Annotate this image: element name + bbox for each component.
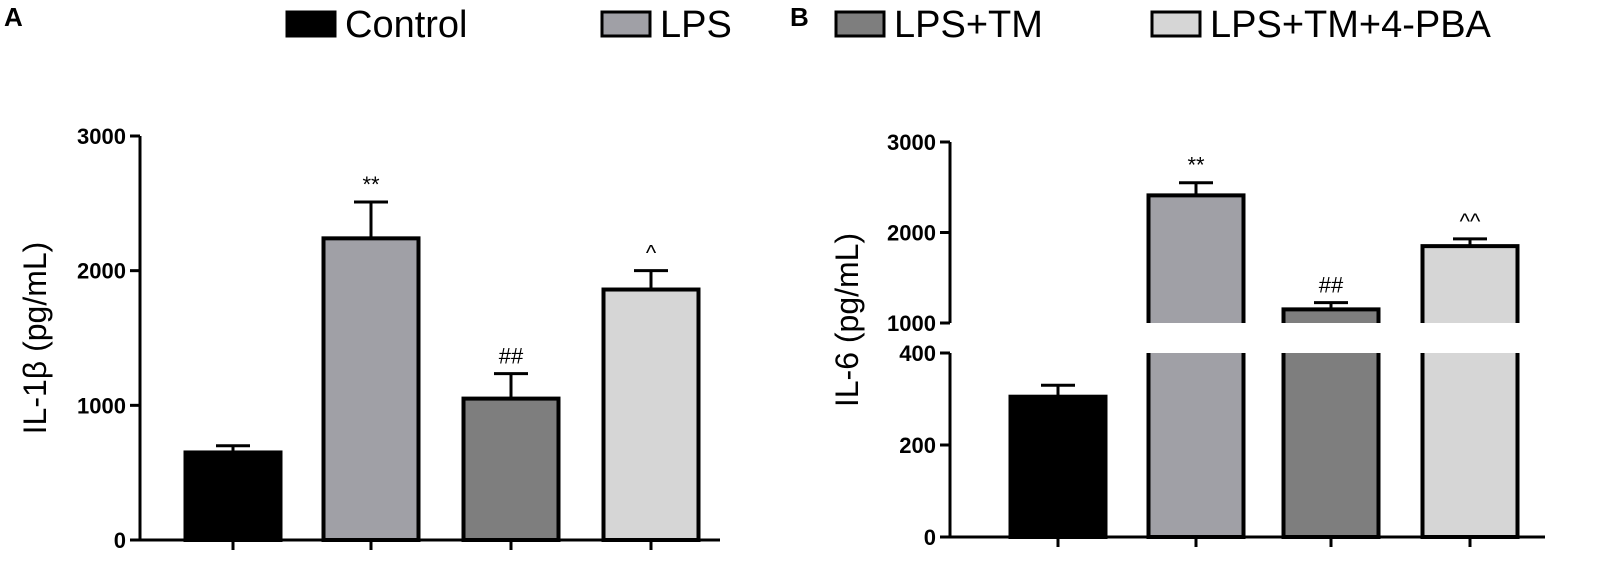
y-tick-label-a: 1000 xyxy=(77,393,126,418)
y-tick-label-b-lower: 0 xyxy=(924,525,936,550)
panel-b-letter: B xyxy=(790,2,809,32)
y-tick-label-b-upper: 1000 xyxy=(887,311,936,336)
panel-a-letter: A xyxy=(4,2,23,32)
bar-b-lower-1 xyxy=(1146,353,1246,539)
annotation-a-3: ^ xyxy=(646,241,657,266)
bar-b-upper-2 xyxy=(1281,307,1381,323)
legend-swatch-3 xyxy=(1150,10,1202,38)
y-tick-label-b-lower: 400 xyxy=(899,341,936,366)
bar-a-1 xyxy=(321,236,421,542)
panel-a-chart: 0 1000 2000 3000 IL-1β (pg/mL) ** ## ^ xyxy=(17,124,720,553)
bar-b-0 xyxy=(1008,394,1108,540)
legend-swatch-1 xyxy=(600,10,652,38)
panel-b-chart: 1000 2000 3000 0 200 400 IL-6 (pg/mL) ** ## ^^ xyxy=(829,130,1545,550)
y-axis-label-b: IL-6 (pg/mL) xyxy=(829,233,865,407)
bar-b-lower-2 xyxy=(1281,353,1381,539)
legend-swatch-0 xyxy=(285,10,337,38)
annotation-b-1: ** xyxy=(1187,153,1205,178)
bar-b-upper-3 xyxy=(1420,244,1520,323)
bar-a-2 xyxy=(461,396,561,542)
y-axis-label-a: IL-1β (pg/mL) xyxy=(17,242,53,435)
legend: Control LPS LPS+TM LPS+TM+4-PBA xyxy=(285,4,1492,46)
y-tick-label-b-upper: 3000 xyxy=(887,130,936,155)
y-tick-label-a: 3000 xyxy=(77,124,126,149)
bar-b-upper-1 xyxy=(1146,193,1246,323)
annotation-a-1: ** xyxy=(362,172,380,197)
annotation-b-3: ^^ xyxy=(1460,209,1481,234)
legend-label-3: LPS+TM+4-PBA xyxy=(1210,4,1492,46)
y-tick-label-a: 2000 xyxy=(77,259,126,284)
legend-label-0: Control xyxy=(345,4,468,46)
y-tick-label-b-upper: 2000 xyxy=(887,221,936,246)
legend-label-2: LPS+TM xyxy=(894,4,1043,46)
y-tick-label-a: 0 xyxy=(114,528,126,553)
annotation-a-2: ## xyxy=(499,344,524,369)
annotation-b-2: ## xyxy=(1319,273,1344,298)
y-tick-label-b-lower: 200 xyxy=(899,433,936,458)
bar-a-0 xyxy=(183,450,283,543)
legend-swatch-2 xyxy=(834,10,886,38)
bar-b-lower-3 xyxy=(1420,353,1520,539)
bar-a-3 xyxy=(601,287,701,542)
legend-label-1: LPS xyxy=(660,4,732,46)
